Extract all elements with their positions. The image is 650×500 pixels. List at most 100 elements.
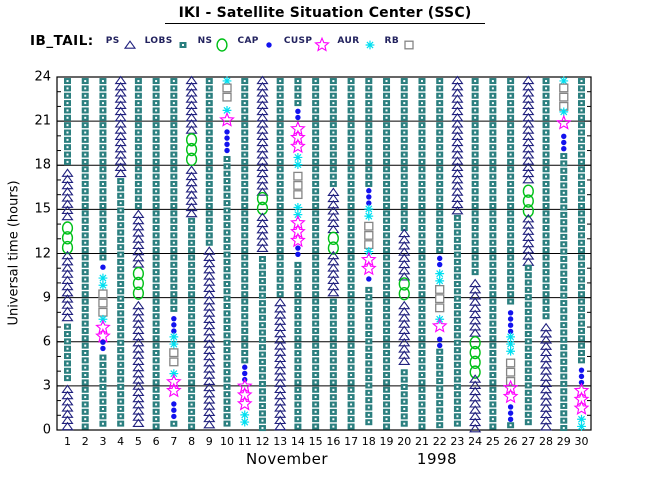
x-tick-label: 2	[81, 435, 89, 448]
x-tick-label: 6	[152, 435, 160, 448]
day-column-21	[418, 78, 426, 430]
x-tick-label: 9	[205, 435, 213, 448]
aur-marker-icon	[365, 40, 374, 50]
day-column-4	[114, 75, 127, 427]
x-tick-label: 11	[237, 435, 252, 448]
rb-marker-icon	[404, 40, 414, 50]
x-tick-label: 12	[255, 435, 270, 448]
day-column-22	[431, 78, 448, 429]
day-column-1	[61, 78, 74, 431]
day-column-28	[539, 78, 553, 431]
lobs-marker-icon	[179, 42, 187, 48]
x-tick-label: 1	[64, 435, 71, 448]
day-column-25	[489, 78, 497, 430]
y-tick-label: 15	[34, 201, 51, 217]
day-column-8	[185, 75, 198, 430]
x-tick-label: 16	[326, 435, 341, 448]
legend-item-cap: CAP	[237, 30, 276, 52]
day-column-2	[81, 78, 89, 430]
x-tick-label: 4	[117, 435, 125, 448]
x-tick-label: 13	[273, 435, 288, 448]
day-column-13	[274, 78, 287, 431]
legend-item-label: RB	[384, 36, 400, 46]
x-tick-label: 20	[397, 435, 412, 448]
y-tick-label: 24	[34, 69, 51, 85]
x-tick-label: 18	[361, 435, 376, 448]
x-tick-label: 15	[308, 435, 323, 448]
cap-marker-icon	[266, 42, 272, 48]
x-tick-label: 7	[170, 435, 178, 448]
day-columns	[61, 75, 590, 433]
x-tick-label: 30	[574, 435, 589, 448]
x-tick-label: 23	[450, 435, 465, 448]
dataset-label: IB_TAIL:	[30, 33, 94, 49]
day-column-9	[203, 78, 216, 429]
day-column-11	[236, 78, 253, 427]
day-column-17	[347, 78, 355, 430]
legend-item-label: LOBS	[144, 36, 173, 46]
ps-marker-icon	[123, 40, 136, 49]
x-tick-label: 17	[344, 435, 359, 448]
x-tick-label: 8	[188, 435, 196, 448]
y-tick-label: 9	[42, 290, 51, 306]
page-title: IKI - Satellite Situation Center (SSC)	[0, 5, 650, 24]
legend-item-label: NS	[197, 36, 213, 46]
ns-marker-icon	[216, 38, 229, 52]
cusp-marker-icon	[314, 36, 331, 52]
legend-item-label: AUR	[337, 36, 360, 46]
day-column-15	[312, 78, 320, 430]
legend-item-aur: AUR	[337, 30, 377, 52]
day-column-26	[502, 78, 519, 429]
gridlines	[57, 120, 591, 387]
day-column-3	[95, 78, 111, 427]
legend-item-cusp: CUSP	[284, 30, 331, 52]
day-column-30	[573, 78, 590, 431]
legend-item-lobs: LOBS	[145, 30, 191, 52]
x-axis-month-label: November	[245, 450, 329, 468]
legend-item-label: PS	[105, 36, 120, 46]
day-column-27	[522, 75, 535, 426]
x-tick-label: 27	[521, 435, 536, 448]
x-tick-label: 19	[379, 435, 394, 448]
day-column-16	[327, 78, 340, 430]
x-tick-label: 24	[468, 435, 483, 448]
y-tick-label: 3	[42, 378, 51, 394]
x-tick-label: 10	[220, 435, 235, 448]
day-column-29	[555, 76, 572, 432]
legend: IB_TAIL: PS LOBS NS CAP CUSP AUR RB	[30, 30, 424, 52]
y-tick-label: 12	[34, 246, 51, 261]
x-tick-label: 22	[432, 435, 447, 448]
x-tick-label: 5	[134, 435, 142, 448]
day-column-18	[360, 78, 377, 426]
day-column-24	[469, 78, 482, 433]
x-tick-label: 26	[503, 435, 518, 448]
legend-item-ps: PS	[106, 30, 138, 52]
day-column-19	[383, 78, 391, 430]
x-tick-label: 14	[290, 435, 305, 448]
x-tick-label: 29	[556, 435, 571, 448]
x-tick-label: 25	[485, 435, 500, 448]
legend-item-rb: RB	[385, 30, 418, 52]
x-tick-label: 3	[99, 435, 107, 448]
x-tick-label: 21	[414, 435, 429, 448]
x-axis-year-label: 1998	[416, 450, 458, 468]
legend-item-ns: NS	[198, 30, 231, 52]
axis-ticks	[57, 76, 591, 431]
legend-item-label: CAP	[237, 36, 259, 46]
x-tick-label: 28	[539, 435, 554, 448]
day-column-7	[165, 78, 182, 427]
y-tick-label: 0	[42, 422, 51, 438]
y-tick-label: 18	[34, 157, 51, 173]
day-column-14	[289, 78, 306, 430]
day-column-5	[132, 78, 145, 427]
day-column-20	[398, 78, 411, 427]
y-tick-label: 6	[42, 334, 51, 350]
day-column-6	[152, 78, 160, 430]
day-column-10	[219, 76, 235, 427]
day-column-12	[256, 75, 269, 432]
legend-item-label: CUSP	[283, 36, 313, 46]
y-tick-label: 21	[34, 113, 51, 129]
day-column-23	[451, 75, 464, 427]
